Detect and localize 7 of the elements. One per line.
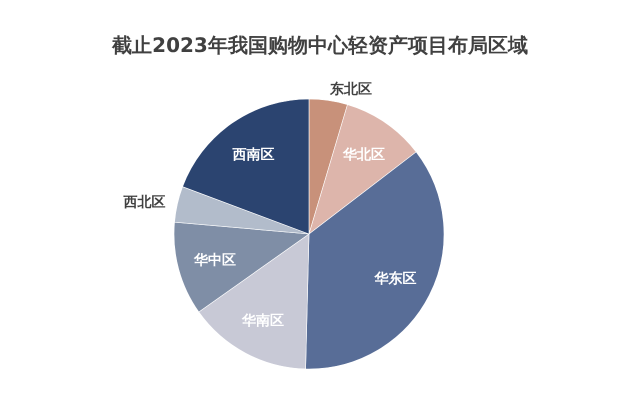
slice-label: 华东区 (374, 270, 417, 288)
slice-label: 东北区 (329, 80, 372, 98)
slice-label: 华北区 (342, 146, 386, 163)
slice-label: 西南区 (232, 147, 275, 164)
slice-label: 西北区 (122, 194, 166, 210)
slice-label: 华中区 (193, 252, 236, 268)
chart-title: 截止2023年我国购物中心轻资产项目布局区域 (111, 33, 528, 57)
